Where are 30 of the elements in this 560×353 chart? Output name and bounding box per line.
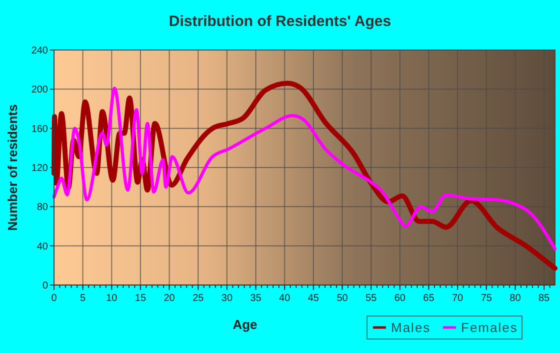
x-tick-label: 45 [308, 293, 320, 304]
x-tick-label: 75 [480, 293, 492, 304]
y-tick-label: 240 [31, 46, 48, 56]
y-tick-label: 200 [31, 84, 48, 96]
legend-label: Males [391, 320, 431, 335]
x-tick-label: 60 [394, 293, 406, 304]
x-tick-label: 80 [510, 293, 522, 304]
x-tick-label: 15 [134, 293, 146, 304]
x-tick-label: 35 [250, 293, 262, 304]
x-axis-title: Age [232, 317, 258, 332]
x-tick-label: 10 [106, 293, 118, 304]
y-tick-label: 120 [31, 163, 48, 174]
y-axis-title: Number of residents [5, 104, 20, 231]
x-tick-label: 30 [221, 293, 233, 304]
y-tick-label: 160 [31, 124, 48, 135]
x-tick-label: 20 [164, 293, 176, 304]
x-tick-label: 55 [366, 293, 378, 304]
x-tick-label: 5 [80, 293, 86, 304]
x-tick-label: 0 [51, 293, 58, 304]
x-tick-label: 85 [538, 293, 550, 304]
x-tick-label: 40 [279, 293, 291, 304]
x-tick-label: 65 [423, 293, 435, 304]
y-tick-label: 80 [36, 202, 48, 214]
y-tick-label: 40 [36, 241, 48, 252]
x-tick-label: 50 [336, 293, 348, 304]
y-tick-label: 0 [42, 280, 48, 292]
chart-title: Distribution of Residents' Ages [168, 13, 392, 30]
x-tick-label: 25 [192, 293, 204, 304]
x-tick-label: 70 [452, 293, 464, 304]
legend-label: Females [461, 320, 518, 335]
